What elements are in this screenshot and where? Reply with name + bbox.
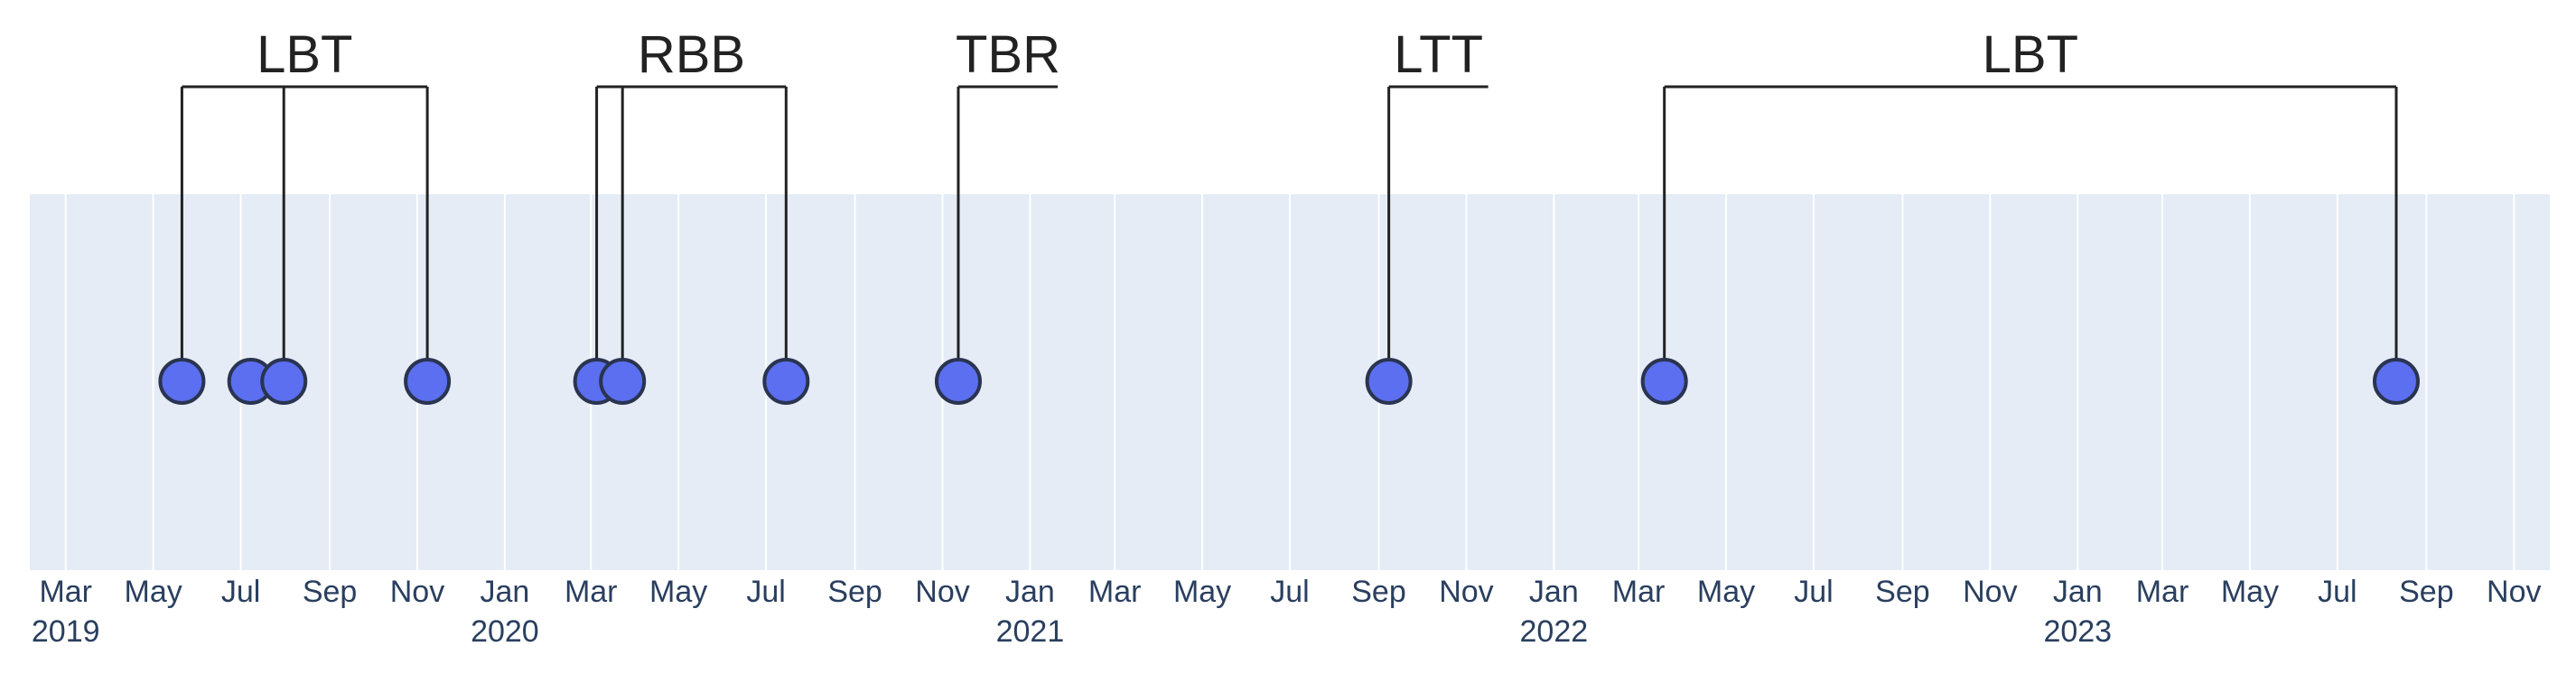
x-tick-label: Sep (1875, 575, 1930, 609)
x-tick-label: May (1697, 575, 1755, 609)
x-tick-label: Jul (1794, 575, 1833, 609)
x-tick-label: Nov (915, 575, 969, 609)
x-tick-label: May (1173, 575, 1231, 609)
x-tick-label: Jul (2318, 575, 2357, 609)
x-tick-label: Mar 2019 (32, 575, 100, 649)
tick-line: 2022 (1520, 614, 1589, 649)
x-tick-label: Sep (1351, 575, 1406, 609)
point (599, 358, 647, 405)
x-tick-label: May (649, 575, 707, 609)
x-tick-label: Mar (1088, 575, 1142, 609)
point (158, 358, 206, 405)
point (934, 358, 982, 405)
tick-line: Mar (39, 575, 92, 609)
point (1640, 358, 1688, 405)
tick-line: Jan (480, 575, 529, 609)
x-tick-label: Jan 2023 (2043, 575, 2112, 649)
annotation-label: RBB (638, 25, 745, 84)
x-tick-label: Jan 2022 (1520, 575, 1589, 649)
x-tick-label: Nov (2487, 575, 2541, 609)
annotation-label: LTT (1394, 25, 1483, 84)
x-tick-label: Sep (303, 575, 358, 609)
x-tick-label: Jan 2021 (996, 575, 1065, 649)
annotation-label: LBT (257, 25, 352, 84)
x-tick-label: Jul (746, 575, 785, 609)
tick-line: 2019 (32, 614, 100, 649)
x-tick-label: Mar (2136, 575, 2189, 609)
x-tick-label: Mar (565, 575, 618, 609)
annotation-label: TBR (956, 25, 1060, 84)
x-tick-label: Jan 2020 (471, 575, 539, 649)
point (2372, 358, 2420, 405)
x-tick-label: Sep (2399, 575, 2454, 609)
x-tick-label: May (2221, 575, 2279, 609)
tick-line: Jan (1529, 575, 1579, 609)
x-tick-label: May (125, 575, 182, 609)
x-tick-label: Jul (221, 575, 260, 609)
tick-line: Jan (2053, 575, 2103, 609)
tick-line: Jan (1005, 575, 1055, 609)
x-tick-label: Sep (827, 575, 882, 609)
x-tick-label: Nov (1963, 575, 2017, 609)
tick-line: 2023 (2043, 614, 2112, 649)
x-tick-label: Jul (1270, 575, 1309, 609)
x-tick-label: Mar (1612, 575, 1666, 609)
tick-line: 2020 (471, 614, 539, 649)
point (1365, 358, 1413, 405)
x-tick-label: Nov (390, 575, 444, 609)
tick-line: 2021 (996, 614, 1065, 649)
annotation-label: LBT (1983, 25, 2078, 84)
point (762, 358, 810, 405)
x-tick-label: Nov (1439, 575, 1493, 609)
point (260, 358, 308, 405)
point (404, 358, 452, 405)
